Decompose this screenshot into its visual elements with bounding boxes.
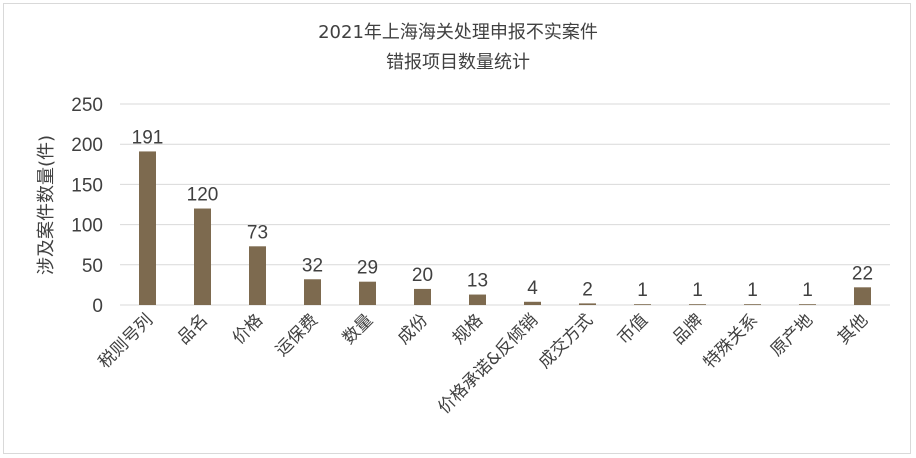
x-tick-label: 规格 <box>449 310 487 348</box>
chart-subtitle: 错报项目数量统计 <box>386 52 530 73</box>
data-label: 4 <box>527 278 538 299</box>
y-tick-label: 250 <box>71 95 103 116</box>
bar <box>744 304 761 305</box>
x-tick-label: 其他 <box>834 310 872 348</box>
x-tick-label: 品名 <box>174 310 212 348</box>
bar <box>524 301 541 305</box>
bar <box>854 287 871 305</box>
x-tick-label: 运保费 <box>272 310 322 360</box>
data-label: 120 <box>187 185 219 206</box>
data-label: 1 <box>802 280 813 301</box>
y-tick-label: 150 <box>71 175 103 196</box>
data-label: 2 <box>582 279 593 300</box>
x-tick-label: 税则号列 <box>95 310 157 372</box>
bar <box>194 208 211 305</box>
bar <box>414 288 431 305</box>
data-label: 22 <box>852 263 873 284</box>
data-label: 1 <box>747 280 758 301</box>
data-label: 73 <box>247 222 268 243</box>
x-tick-label: 成交方式 <box>535 310 597 372</box>
y-axis-label: 涉及案件数量(件) <box>36 135 57 275</box>
bar <box>469 294 486 305</box>
data-label: 1 <box>692 280 703 301</box>
x-tick-label: 价格承诺&反倾销 <box>434 310 542 418</box>
data-label: 32 <box>302 255 323 276</box>
bar <box>689 304 706 305</box>
data-label: 13 <box>467 271 488 292</box>
x-tick-label: 特殊关系 <box>700 310 762 372</box>
data-label: 20 <box>412 265 433 286</box>
x-tick-label: 成份 <box>394 310 432 348</box>
x-tick-label: 价格 <box>229 310 267 348</box>
x-tick-label: 原产地 <box>767 310 817 360</box>
bar <box>634 304 651 305</box>
y-tick-label: 200 <box>71 135 103 156</box>
data-label: 29 <box>357 258 378 279</box>
x-tick-label: 币值 <box>614 310 652 348</box>
y-tick-label: 50 <box>82 256 103 277</box>
data-label: 191 <box>132 127 164 148</box>
data-label: 1 <box>637 280 648 301</box>
bar <box>799 304 816 305</box>
x-tick-label: 品牌 <box>669 310 707 348</box>
x-tick-label: 数量 <box>339 310 377 348</box>
bar <box>579 303 596 305</box>
bar <box>304 279 321 305</box>
bar <box>139 151 156 305</box>
bar <box>249 246 266 305</box>
y-tick-label: 0 <box>92 296 103 317</box>
y-tick-label: 100 <box>71 216 103 237</box>
bar <box>359 281 376 305</box>
chart-title: 2021年上海海关处理申报不实案件 <box>318 22 598 43</box>
